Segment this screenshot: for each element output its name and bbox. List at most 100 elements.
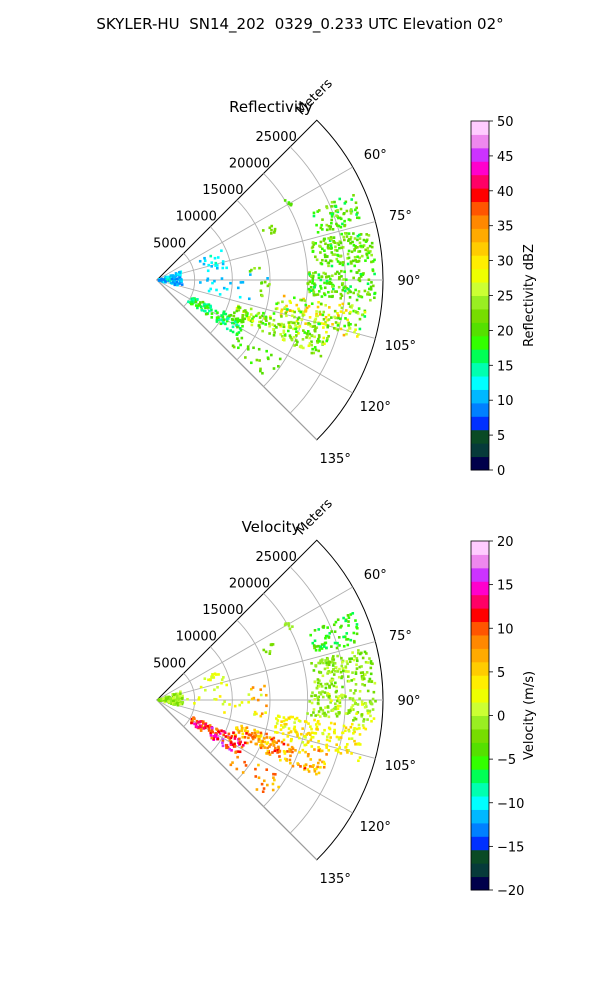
colorbar-segment (471, 594, 489, 609)
echo-pixel (172, 699, 175, 703)
echo-pixel (241, 318, 245, 322)
echo-pixel (310, 334, 314, 337)
echo-pixel (236, 755, 239, 759)
echo-pixel (344, 200, 348, 204)
echo-pixel (315, 725, 319, 729)
range-tick-label: 10000 (176, 630, 217, 645)
echo-pixel (231, 325, 235, 329)
echo-pixel (354, 689, 357, 692)
echo-pixel (317, 670, 321, 674)
range-tick-label: 20000 (229, 576, 270, 591)
echo-pixel (264, 317, 267, 321)
echo-pixel (257, 347, 261, 351)
echo-pixel (209, 731, 212, 735)
echo-pixel (341, 669, 345, 673)
echo-pixel (350, 306, 353, 309)
echo-pixel (327, 669, 331, 673)
echo-pixel (237, 731, 241, 734)
echo-pixel (340, 275, 343, 278)
echo-pixel (369, 672, 373, 676)
echo-pixel (337, 738, 341, 741)
echo-pixel (317, 644, 320, 648)
echo-pixel (330, 212, 334, 216)
echo-pixel (316, 231, 320, 234)
echo-pixel (337, 750, 340, 754)
echo-pixel (289, 748, 293, 752)
echo-pixel (339, 626, 342, 629)
echo-pixel (373, 681, 377, 685)
colorbar-segment (471, 429, 489, 444)
echo-pixel (181, 694, 184, 698)
echo-pixel (204, 312, 208, 316)
echo-pixel (175, 702, 179, 705)
echo-pixel (240, 320, 243, 324)
echo-pixel (334, 749, 338, 752)
echo-pixel (330, 682, 334, 686)
echo-pixel (222, 286, 226, 290)
echo-pixel (327, 748, 331, 752)
echo-pixel (347, 249, 351, 253)
echo-pixel (364, 702, 368, 705)
echo-pixel (220, 249, 223, 253)
echo-pixel (357, 651, 360, 655)
echo-pixel (354, 328, 357, 332)
echo-pixel (280, 724, 283, 727)
echo-pixel (162, 697, 165, 700)
echo-pixel (366, 709, 369, 713)
colorbar-tick-label: 10 (497, 622, 514, 637)
echo-pixel (314, 293, 318, 297)
echo-pixel (323, 667, 327, 671)
echo-pixel (357, 233, 361, 237)
azimuth-gridline (156, 279, 353, 394)
echo-pixel (359, 295, 362, 298)
echo-pixel (355, 625, 358, 629)
echo-pixel (322, 237, 326, 241)
echo-pixel (373, 258, 376, 262)
echo-pixel (373, 296, 376, 300)
echo-pixel (335, 214, 338, 218)
echo-pixel (327, 710, 330, 714)
echo-pixel (221, 266, 225, 270)
range-tick-label: 15000 (202, 603, 243, 618)
echo-pixel (365, 671, 369, 674)
echo-pixel (298, 751, 301, 754)
colorbar-segment (471, 822, 489, 837)
echo-pixel (337, 322, 341, 325)
colorbar-segment (471, 241, 489, 256)
echo-pixel (276, 301, 280, 305)
echo-pixel (354, 246, 358, 250)
echo-pixel (335, 249, 339, 252)
echo-pixel (295, 320, 299, 323)
azimuth-tick-label: 120° (360, 400, 391, 415)
echo-pixel (215, 288, 218, 292)
echo-pixel (167, 695, 171, 699)
echo-pixel (327, 246, 331, 250)
echo-pixel (331, 660, 334, 664)
echo-pixel (317, 276, 321, 280)
echo-pixel (329, 259, 332, 263)
echo-pixel (278, 755, 281, 758)
echo-pixel (254, 734, 258, 737)
echo-pixel (247, 736, 250, 740)
echo-pixel (361, 683, 364, 686)
echo-pixel (261, 371, 264, 375)
echo-pixel (369, 714, 372, 718)
echo-pixel (210, 261, 214, 264)
echo-pixel (329, 244, 333, 248)
echo-pixel (337, 316, 340, 320)
azimuth-tick-label: 105° (385, 339, 416, 354)
echo-pixel (211, 726, 214, 730)
range-tick-label: 25000 (255, 130, 296, 145)
colorbar-segment (471, 608, 489, 623)
echo-pixel (347, 624, 350, 627)
echo-pixel (354, 670, 358, 674)
echo-pixel (253, 710, 257, 714)
echo-pixel (316, 678, 320, 681)
echo-pixel (313, 639, 317, 643)
echo-pixel (178, 271, 181, 274)
echo-pixel (221, 741, 224, 745)
echo-pixel (334, 669, 337, 673)
echo-pixel (333, 641, 337, 645)
echo-pixel (238, 737, 241, 741)
echo-pixel (323, 293, 327, 297)
